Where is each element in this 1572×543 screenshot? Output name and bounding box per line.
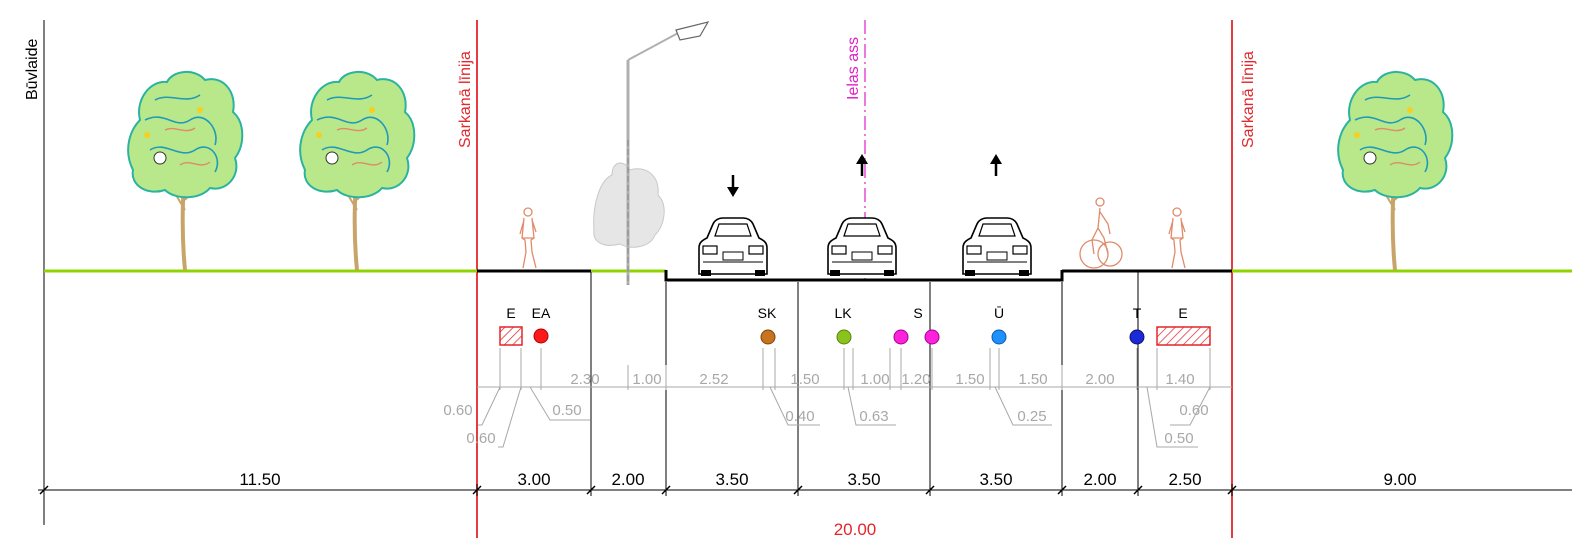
car-icon bbox=[698, 217, 768, 277]
utility-u-label: Ū bbox=[994, 305, 1004, 321]
pedestrian-icon bbox=[519, 207, 537, 269]
tree-icon bbox=[298, 69, 417, 272]
red-line-label-left: Sarkanā līnija bbox=[457, 51, 474, 148]
utility-s-1 bbox=[893, 329, 909, 345]
dim-label: 1.50 bbox=[1018, 371, 1047, 388]
dim-label: 0.60 bbox=[466, 430, 495, 447]
section-width: 2.00 bbox=[1083, 470, 1116, 489]
utility-t bbox=[1129, 329, 1145, 345]
dim-label: 0.63 bbox=[859, 408, 888, 425]
section-width: 11.50 bbox=[239, 470, 280, 489]
dim-label: 0.40 bbox=[785, 408, 814, 425]
section-width: 3.00 bbox=[517, 470, 550, 489]
street-axis-label: Ielas ass bbox=[845, 37, 862, 100]
building-line-label: Būvlaide bbox=[24, 39, 41, 100]
total-width: 20.00 bbox=[834, 520, 877, 538]
dim-label: 0.25 bbox=[1017, 408, 1046, 425]
car-icon bbox=[827, 217, 897, 277]
utility-u bbox=[991, 329, 1007, 345]
section-width: 3.50 bbox=[847, 470, 880, 489]
dim-label: 1.40 bbox=[1165, 371, 1194, 388]
cyclist-icon bbox=[1079, 197, 1123, 269]
utility-e-left bbox=[499, 326, 523, 346]
utility-sk bbox=[760, 329, 776, 345]
direction-arrow-icon bbox=[988, 152, 1004, 178]
street-lamp-icon bbox=[593, 21, 710, 285]
section-width: 2.00 bbox=[611, 470, 644, 489]
utility-t-label: T bbox=[1133, 305, 1142, 321]
utility-lk-label: LK bbox=[834, 305, 852, 321]
red-line-label-right: Sarkanā līnija bbox=[1240, 51, 1257, 148]
direction-arrow-icon bbox=[725, 173, 741, 199]
utility-e-right bbox=[1156, 326, 1211, 346]
dim-label: 0.60 bbox=[443, 402, 472, 419]
dim-label: 0.50 bbox=[552, 402, 581, 419]
dim-label: 0.60 bbox=[1179, 402, 1208, 419]
section-widths: 11.50 3.00 2.00 3.50 3.50 3.50 2.00 2.50… bbox=[239, 470, 1416, 489]
section-width: 2.50 bbox=[1168, 470, 1201, 489]
utility-dimension-chain bbox=[477, 348, 1232, 448]
carriageway bbox=[664, 270, 1064, 282]
dim-label: 1.50 bbox=[790, 371, 819, 388]
utility-s-2 bbox=[924, 329, 940, 345]
dim-label: 2.00 bbox=[1085, 371, 1114, 388]
dim-label: 2.30 bbox=[570, 371, 599, 388]
utility-s-label: S bbox=[913, 305, 922, 321]
tree-icon bbox=[126, 69, 245, 272]
dim-label: 1.20 bbox=[901, 371, 930, 388]
utility-e-left-label: E bbox=[506, 305, 515, 321]
section-width: 9.00 bbox=[1383, 470, 1416, 489]
section-width: 3.50 bbox=[715, 470, 748, 489]
dim-label: 2.52 bbox=[699, 371, 728, 388]
utility-dimension-labels: 2.30 1.00 2.52 1.50 1.00 1.20 1.50 1.50 … bbox=[443, 371, 1208, 447]
utility-sk-label: SK bbox=[758, 305, 777, 321]
utility-e-right-label: E bbox=[1178, 305, 1187, 321]
car-icon bbox=[962, 217, 1032, 277]
dim-label: 1.50 bbox=[955, 371, 984, 388]
section-width: 3.50 bbox=[979, 470, 1012, 489]
tree-icon bbox=[1336, 69, 1455, 272]
utility-ea-label: EA bbox=[532, 305, 551, 321]
utility-lk bbox=[836, 329, 852, 345]
pedestrian-icon bbox=[1168, 207, 1186, 269]
dim-label: 1.00 bbox=[860, 371, 889, 388]
utilities: E EA SK LK S Ū T E bbox=[499, 305, 1211, 346]
dim-label: 0.50 bbox=[1164, 430, 1193, 447]
direction-arrow-icon bbox=[854, 152, 870, 178]
section-lines bbox=[590, 272, 1139, 495]
dim-label: 1.00 bbox=[632, 371, 661, 388]
bottom-dimension-line bbox=[38, 484, 1572, 496]
utility-ea bbox=[533, 328, 549, 344]
